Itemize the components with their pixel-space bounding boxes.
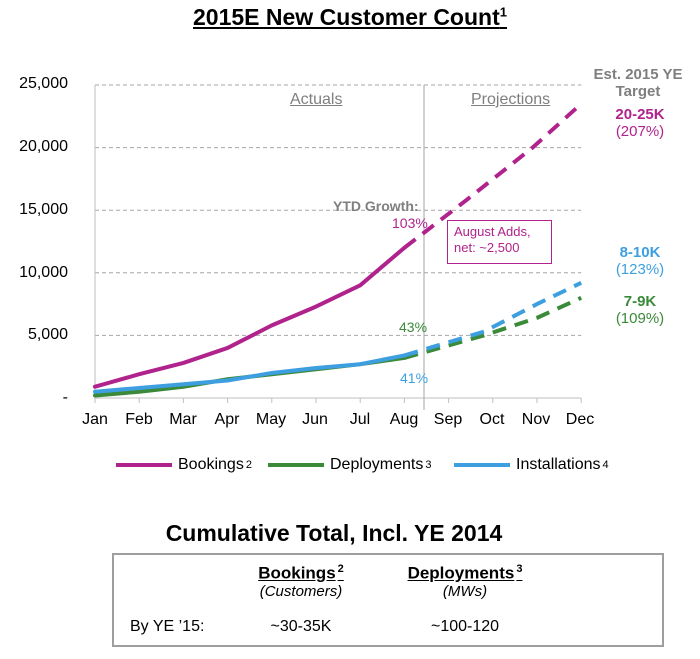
target-header-line1: Est. 2015 YE [593, 66, 683, 83]
chart-title-text: 2015E New Customer Count [193, 4, 500, 30]
august-adds-callout: August Adds, net: ~2,500 [447, 220, 552, 264]
target-header-line2: Target [615, 83, 661, 100]
y-tick-label-20000: 20,000 [19, 138, 68, 155]
legend-deployments-label: Deployments [330, 456, 424, 473]
ytd-growth-label: YTD Growth: [333, 198, 419, 214]
y-tick-label-5000: 5,000 [27, 326, 68, 343]
projections-section-label: Projections [471, 91, 551, 108]
series-bookings-projected-line [403, 102, 583, 250]
target-installations-pct: (123%) [615, 261, 665, 278]
ytd-growth-bookings: 103% [392, 215, 428, 231]
summary-col-deployments-label: Deployments [407, 563, 515, 583]
y-tick-label-0: - [62, 389, 68, 406]
summary-col-deployments-footnote: 3 [516, 563, 523, 575]
summary-col-bookings-label: Bookings [258, 563, 336, 583]
summary-col-bookings-sub: (Customers) [259, 583, 343, 600]
y-tick-label-25000: 25,000 [19, 75, 68, 92]
line-chart [93, 84, 583, 410]
summary-col-deployments-head: Deployments 3 [390, 563, 540, 584]
x-tick-label-mar: Mar [169, 411, 197, 428]
callout-line2: net: ~2,500 [454, 240, 520, 255]
chart-title: 2015E New Customer Count1 [0, 4, 700, 31]
target-deployments-value: 7-9K [623, 293, 657, 310]
x-tick-label-sep: Sep [433, 411, 463, 428]
y-tick-label-10000: 10,000 [19, 264, 68, 281]
callout-line1: August Adds, [454, 224, 531, 239]
chart-title-footnote: 1 [499, 4, 507, 20]
summary-col-bookings-head: Bookings 2 [236, 563, 366, 584]
legend-bookings-swatch [116, 463, 172, 467]
summary-box [112, 553, 664, 647]
legend-bookings-label: Bookings [178, 456, 244, 473]
x-tick-label-jul: Jul [349, 411, 371, 428]
legend-installations: Installations 4 [454, 456, 609, 474]
series-bookings-actual-line [93, 245, 407, 389]
series-deployments-projected-line [403, 296, 583, 360]
actuals-section-label: Actuals [290, 91, 343, 108]
legend-deployments: Deployments 3 [268, 456, 432, 474]
legend-bookings-footnote: 2 [245, 459, 252, 471]
x-tick-label-nov: Nov [521, 411, 551, 428]
target-deployments-pct: (109%) [615, 310, 665, 327]
ytd-growth-deployments: 43% [399, 319, 428, 335]
legend-deployments-swatch [268, 463, 324, 467]
summary-bookings-value: ~30-35K [270, 618, 332, 635]
target-bookings-pct: (207%) [615, 123, 665, 140]
x-tick-label-apr: Apr [214, 411, 240, 428]
target-bookings-value: 20-25K [615, 106, 665, 123]
summary-col-bookings-footnote: 2 [337, 563, 344, 575]
y-tick-label-15000: 15,000 [19, 201, 68, 218]
summary-row-label: By YE ’15: [130, 618, 205, 635]
summary-title: Cumulative Total, Incl. YE 2014 [165, 520, 503, 546]
legend-deployments-footnote: 3 [425, 459, 432, 471]
legend-installations-label: Installations [516, 456, 601, 473]
series-installations-actual-line [93, 353, 407, 394]
x-tick-label-aug: Aug [389, 411, 419, 428]
summary-deployments-value: ~100-120 [430, 618, 500, 635]
x-tick-label-dec: Dec [565, 411, 595, 428]
x-tick-label-feb: Feb [125, 411, 153, 428]
x-tick-label-jun: Jun [302, 411, 328, 428]
legend-installations-footnote: 4 [602, 459, 609, 471]
summary-col-deployments-sub: (MWs) [442, 583, 488, 600]
x-tick-label-may: May [255, 411, 287, 428]
x-tick-label-oct: Oct [479, 411, 505, 428]
x-tick-label-jan: Jan [82, 411, 108, 428]
series-installations-projected-line [403, 281, 583, 358]
legend-bookings: Bookings 2 [116, 456, 252, 474]
ytd-growth-installations: 41% [400, 370, 429, 386]
legend-installations-swatch [454, 463, 510, 467]
target-installations-value: 8-10K [619, 244, 661, 261]
target-header: Est. 2015 YE Target [578, 66, 698, 100]
